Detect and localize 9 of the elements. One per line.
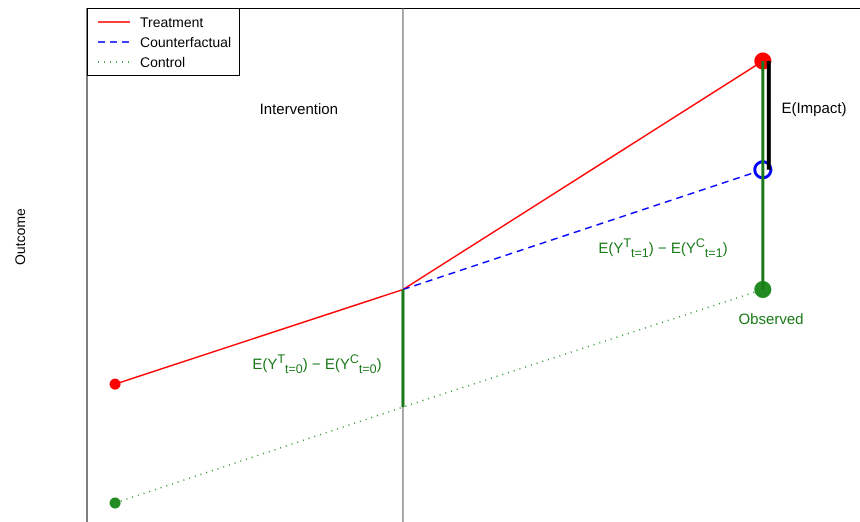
- annotation: Intervention: [260, 101, 338, 118]
- legend-label: Counterfactual: [140, 34, 232, 50]
- annotation: E(Impact): [781, 100, 847, 117]
- annotation: E(Y$^{T}$$_{t=0}$) − E(Y$^{C}$$_{t=0}$): [252, 352, 382, 376]
- legend-label: Treatment: [140, 14, 204, 30]
- legend-label: Control: [140, 54, 186, 70]
- y-axis-title: Outcome: [12, 208, 28, 265]
- annotation: E(Y$^{T}$$_{t=1}$) − E(Y$^{C}$$_{t=1}$): [598, 236, 728, 260]
- annotation: Observed: [738, 311, 804, 328]
